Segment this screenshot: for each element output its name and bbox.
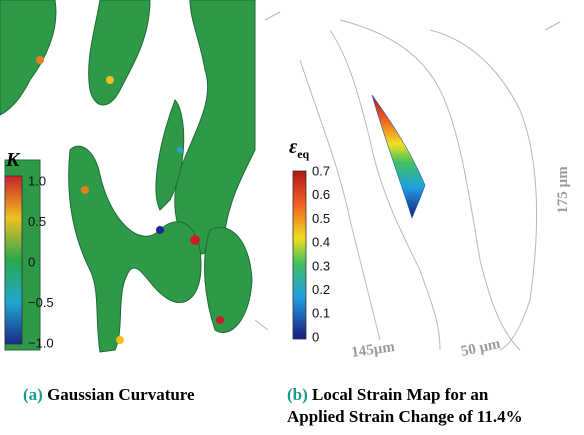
tick-label: 1.0 xyxy=(28,173,46,188)
caption-line: Gaussian Curvature xyxy=(47,385,195,404)
scale-label: 145µm xyxy=(350,339,396,361)
colorbar xyxy=(5,176,22,344)
panel-label: (a) xyxy=(23,385,43,404)
caption: (b) Local Strain Map for an xyxy=(287,385,489,404)
figure: 1.0 0.5 0 −0.5 −1.0 K 0.7 0.6 0.5 0.4 0.3 0.2 0.1 0… xyxy=(0,0,584,430)
scale-label: 175 µm xyxy=(555,166,571,214)
strain-region xyxy=(372,95,425,218)
tick-label: 0.6 xyxy=(312,187,330,202)
colorbar-subscript: eq xyxy=(297,147,309,161)
tick-label: 0.2 xyxy=(312,282,330,297)
tick-label: 0.5 xyxy=(312,211,330,226)
scale-label: 50 µm xyxy=(460,336,503,360)
colorbar-symbol: εeq xyxy=(289,136,310,161)
colorbar-symbol: K xyxy=(5,149,21,171)
tick-label: 0 xyxy=(28,254,35,269)
colorbar xyxy=(293,171,306,339)
tick-label: 0.1 xyxy=(312,306,330,321)
tick-label: 0.5 xyxy=(28,214,46,229)
caption: (a) Gaussian Curvature xyxy=(23,385,195,404)
tick-label: 0.3 xyxy=(312,258,330,273)
tick-label: −0.5 xyxy=(28,295,54,310)
tick-label: 0 xyxy=(312,329,319,344)
tick-label: −1.0 xyxy=(28,335,54,350)
caption-line: Local Strain Map for an xyxy=(312,385,489,404)
panel-label: (b) xyxy=(287,385,308,404)
caption-line: Applied Strain Change of 11.4% xyxy=(287,407,523,426)
tick-label: 0.4 xyxy=(312,235,330,250)
tick-label: 0.7 xyxy=(312,163,330,178)
